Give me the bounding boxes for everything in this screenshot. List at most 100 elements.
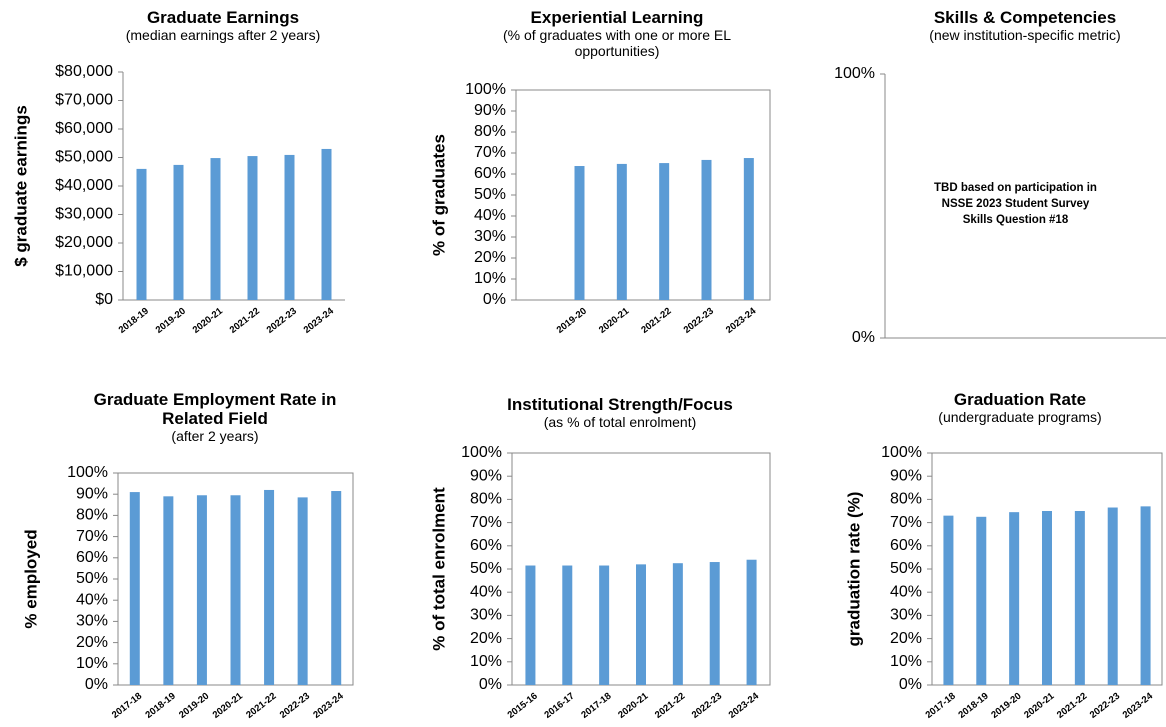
- y-tick-label: 10%: [76, 655, 108, 672]
- chart-title: Skills & Competencies: [933, 8, 1117, 27]
- y-tick-label: 100%: [881, 444, 922, 461]
- x-tick-label: 2018-19: [956, 691, 990, 721]
- x-tick-label: 2023-24: [724, 305, 759, 336]
- y-tick-label: 20%: [890, 630, 922, 647]
- x-tick-label: 2017-18: [579, 691, 613, 721]
- y-tick-label: 90%: [890, 467, 922, 484]
- y-tick-label: 0%: [85, 676, 108, 693]
- bar: [709, 562, 720, 685]
- y-tick-label: 20%: [474, 249, 506, 266]
- x-tick-label: 2017-18: [110, 691, 144, 721]
- bar: [136, 168, 147, 300]
- y-tick-label: 20%: [76, 634, 108, 651]
- x-tick-label: 2022-23: [265, 306, 299, 336]
- y-tick-label: 40%: [474, 207, 506, 224]
- y-tick-label: 50%: [470, 560, 502, 577]
- x-tick-label: 2020-21: [616, 690, 651, 721]
- bar: [297, 497, 308, 685]
- bar: [1009, 512, 1020, 685]
- x-tick-label: 2021-22: [1055, 691, 1089, 721]
- x-tick-label: 2021-22: [228, 306, 262, 336]
- bar: [659, 163, 670, 300]
- bar: [976, 516, 987, 685]
- x-tick-label: 2016-17: [542, 691, 576, 721]
- y-tick-label: 30%: [890, 607, 922, 624]
- bar: [1042, 511, 1052, 685]
- bar: [321, 148, 332, 300]
- y-tick-label: 60%: [470, 537, 502, 554]
- x-tick-label: 2023-24: [727, 690, 762, 721]
- y-tick-label: 70%: [470, 514, 502, 531]
- chart-header: Experiential Learning (% of graduates wit…: [467, 8, 767, 59]
- y-tick-label: 0%: [479, 676, 502, 693]
- chart-subtitle: (median earnings after 2 years): [125, 27, 321, 43]
- y-tick-label: 60%: [890, 537, 922, 554]
- x-tick-label: 2019-20: [555, 306, 589, 336]
- bar: [672, 563, 683, 685]
- y-tick-label: 70%: [76, 528, 108, 545]
- bar: [746, 559, 757, 685]
- chart-title: Graduation Rate: [953, 390, 1087, 409]
- y-tick-label: 40%: [890, 583, 922, 600]
- bar: [562, 565, 573, 685]
- y-axis-label: % of total enrolment: [429, 487, 448, 651]
- bar: [616, 163, 627, 300]
- x-tick-label: 2023-24: [311, 690, 346, 721]
- bar: [210, 158, 221, 300]
- chart-header: Graduate Employment Rate in Related Fiel…: [70, 390, 360, 444]
- x-tick-label: 2015-16: [506, 691, 540, 721]
- y-tick-label: 50%: [76, 570, 108, 587]
- annotation: TBD based on participation in: [934, 182, 1097, 194]
- chart-title: Graduate Earnings: [146, 8, 300, 27]
- y-tick-label: 100%: [834, 65, 875, 82]
- y-tick-label: $30,000: [55, 206, 113, 223]
- y-axis-label: $ graduate earnings: [11, 105, 30, 267]
- y-tick-label: 0%: [483, 291, 506, 308]
- y-tick-label: 10%: [890, 653, 922, 670]
- x-tick-label: 2019-20: [154, 306, 188, 336]
- y-tick-label: 30%: [470, 607, 502, 624]
- x-tick-label: 2021-22: [639, 306, 673, 336]
- y-tick-label: 30%: [76, 613, 108, 630]
- x-tick-label: 2020-21: [191, 305, 226, 336]
- x-tick-label: 2023-24: [302, 305, 337, 336]
- chart-subtitle: (new institution-specific metric): [929, 27, 1121, 43]
- y-tick-label: 30%: [474, 228, 506, 245]
- chart-subtitle: (% of graduates with one or more EL oppo…: [502, 27, 731, 59]
- annotation: Skills Question #18: [963, 214, 1069, 226]
- bar: [1107, 507, 1118, 685]
- bar: [284, 154, 295, 300]
- chart-subtitle: (after 2 years): [171, 428, 259, 444]
- chart-title: Graduate Employment Rate in Related Fiel…: [93, 390, 337, 428]
- chart-header: Graduation Rate (undergraduate programs): [870, 390, 1166, 425]
- x-tick-label: 2021-22: [653, 691, 687, 721]
- y-tick-label: 10%: [470, 653, 502, 670]
- y-tick-label: 60%: [76, 549, 108, 566]
- y-tick-label: $50,000: [55, 149, 113, 166]
- x-tick-label: 2022-23: [682, 306, 716, 336]
- y-axis-label: graduation rate (%): [844, 492, 863, 647]
- y-tick-label: 40%: [76, 591, 108, 608]
- y-tick-label: 40%: [470, 583, 502, 600]
- bar: [247, 156, 258, 300]
- bar: [331, 491, 342, 685]
- y-tick-label: 100%: [465, 81, 506, 98]
- x-tick-label: 2020-21: [597, 305, 632, 336]
- x-tick-label: 2023-24: [1121, 690, 1156, 721]
- chart-header: Skills & Competencies (new institution-sp…: [875, 8, 1166, 43]
- x-tick-label: 2022-23: [278, 691, 312, 721]
- x-tick-label: 2020-21: [1022, 690, 1057, 721]
- bar: [525, 565, 536, 685]
- x-tick-label: 2021-22: [244, 691, 278, 721]
- bar: [163, 496, 174, 685]
- x-tick-label: 2020-21: [211, 690, 246, 721]
- y-tick-label: $20,000: [55, 234, 113, 251]
- x-tick-label: 2019-20: [989, 691, 1023, 721]
- y-tick-label: 60%: [474, 165, 506, 182]
- y-tick-label: 0%: [852, 329, 875, 346]
- y-tick-label: 70%: [890, 514, 922, 531]
- y-tick-label: 80%: [470, 491, 502, 508]
- y-tick-label: $40,000: [55, 177, 113, 194]
- y-tick-label: $80,000: [55, 63, 113, 80]
- x-tick-label: 2022-23: [1088, 691, 1122, 721]
